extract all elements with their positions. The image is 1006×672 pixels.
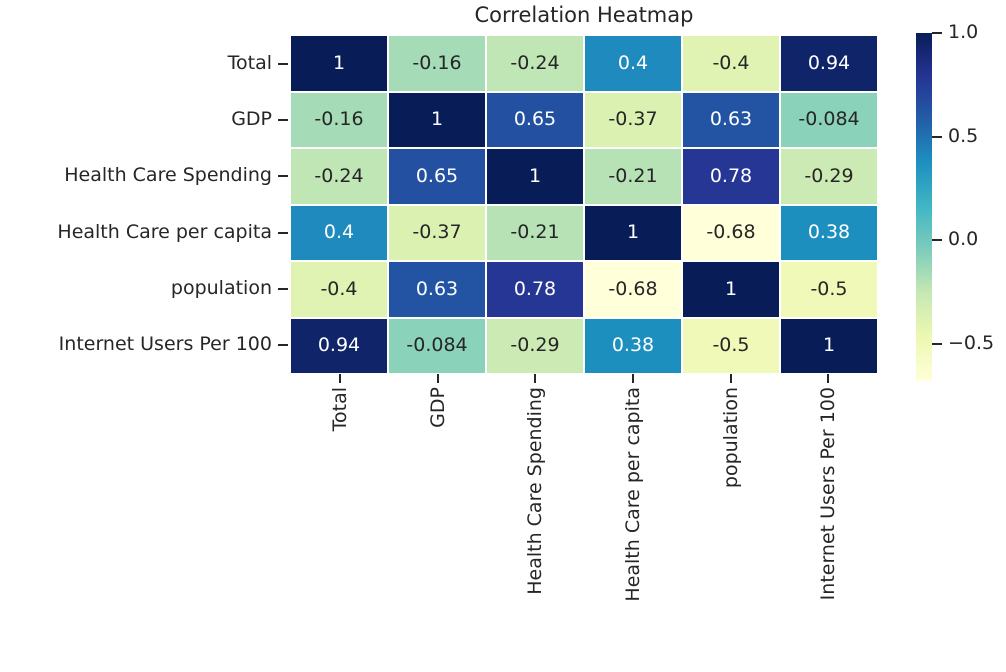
heatmap-cell: -0.4 bbox=[291, 262, 387, 317]
heatmap-cell: 0.63 bbox=[683, 92, 779, 147]
x-axis-tick bbox=[729, 374, 732, 383]
heatmap-cell: -0.084 bbox=[781, 92, 877, 147]
heatmap-cell: -0.21 bbox=[585, 149, 681, 204]
y-axis-tick bbox=[278, 343, 288, 346]
heatmap-cell: -0.29 bbox=[781, 149, 877, 204]
x-axis-label: population bbox=[719, 387, 742, 489]
heatmap-cell: 1 bbox=[585, 205, 681, 260]
y-axis-label: Health Care Spending bbox=[64, 164, 272, 187]
x-axis-tick bbox=[436, 374, 439, 383]
colorbar-tick bbox=[932, 342, 942, 345]
colorbar bbox=[916, 33, 932, 381]
heatmap-cell: 1 bbox=[781, 318, 877, 373]
heatmap-cell: -0.24 bbox=[487, 36, 583, 91]
heatmap-cell: 0.94 bbox=[291, 318, 387, 373]
heatmap-cell: 1 bbox=[683, 262, 779, 317]
heatmap-cell: -0.24 bbox=[291, 149, 387, 204]
y-axis-tick bbox=[278, 119, 288, 122]
heatmap-cell: -0.5 bbox=[683, 318, 779, 373]
colorbar-tick-label: 0.5 bbox=[948, 124, 979, 147]
y-axis-label: Total bbox=[227, 52, 272, 75]
heatmap-grid: 1 -0.16 -0.24 0.4 -0.4 0.94 -0.16 1 0.65 -0.37 0.6… bbox=[291, 36, 877, 373]
colorbar-tick bbox=[932, 32, 942, 34]
heatmap-cell: -0.29 bbox=[487, 318, 583, 373]
y-axis-tick bbox=[278, 287, 288, 290]
heatmap-cell: 1 bbox=[487, 149, 583, 204]
heatmap-cell: -0.16 bbox=[389, 36, 485, 91]
heatmap-cell: 0.65 bbox=[389, 149, 485, 204]
y-axis-label: GDP bbox=[231, 108, 272, 131]
heatmap-cell: 0.94 bbox=[781, 36, 877, 91]
heatmap-cell: 0.65 bbox=[487, 92, 583, 147]
heatmap-cell: 0.63 bbox=[389, 262, 485, 317]
x-axis-tick bbox=[338, 374, 341, 383]
x-axis-label: Health Care Spending bbox=[524, 387, 547, 595]
x-axis-tick bbox=[534, 374, 537, 383]
y-axis-label: Internet Users Per 100 bbox=[58, 332, 272, 355]
y-axis-label: Health Care per capita bbox=[57, 220, 272, 243]
x-axis-label: Total bbox=[328, 387, 351, 432]
colorbar-tick bbox=[932, 135, 942, 138]
colorbar-tick-label: 1.0 bbox=[948, 21, 979, 43]
heatmap-cell: 1 bbox=[291, 36, 387, 91]
chart-title: Correlation Heatmap bbox=[474, 3, 694, 27]
heatmap-cell: 0.38 bbox=[585, 318, 681, 373]
y-axis-tick bbox=[278, 231, 288, 234]
heatmap-cell: 0.78 bbox=[487, 262, 583, 317]
y-axis-tick bbox=[278, 63, 288, 66]
heatmap-cell: -0.68 bbox=[683, 205, 779, 260]
heatmap-cell: -0.37 bbox=[585, 92, 681, 147]
colorbar-tick bbox=[932, 239, 942, 242]
x-axis-label: Internet Users Per 100 bbox=[817, 387, 840, 601]
heatmap-cell: -0.68 bbox=[585, 262, 681, 317]
colorbar-tick-label: −0.5 bbox=[948, 331, 995, 354]
heatmap-cell: 0.4 bbox=[585, 36, 681, 91]
heatmap-cell: 0.78 bbox=[683, 149, 779, 204]
x-axis-label: GDP bbox=[426, 387, 449, 428]
y-axis-tick bbox=[278, 175, 288, 178]
heatmap-cell: -0.084 bbox=[389, 318, 485, 373]
y-axis-label: population bbox=[170, 276, 272, 299]
x-axis-tick bbox=[631, 374, 634, 383]
heatmap-cell: -0.37 bbox=[389, 205, 485, 260]
heatmap-cell: -0.21 bbox=[487, 205, 583, 260]
heatmap-cell: 1 bbox=[389, 92, 485, 147]
heatmap-cell: -0.5 bbox=[781, 262, 877, 317]
heatmap-cell: 0.4 bbox=[291, 205, 387, 260]
heatmap-cell: -0.4 bbox=[683, 36, 779, 91]
x-axis-tick bbox=[827, 374, 830, 383]
colorbar-tick-label: 0.0 bbox=[948, 228, 979, 251]
x-axis-label: Health Care per capita bbox=[621, 387, 644, 602]
heatmap-cell: 0.38 bbox=[781, 205, 877, 260]
heatmap-cell: -0.16 bbox=[291, 92, 387, 147]
